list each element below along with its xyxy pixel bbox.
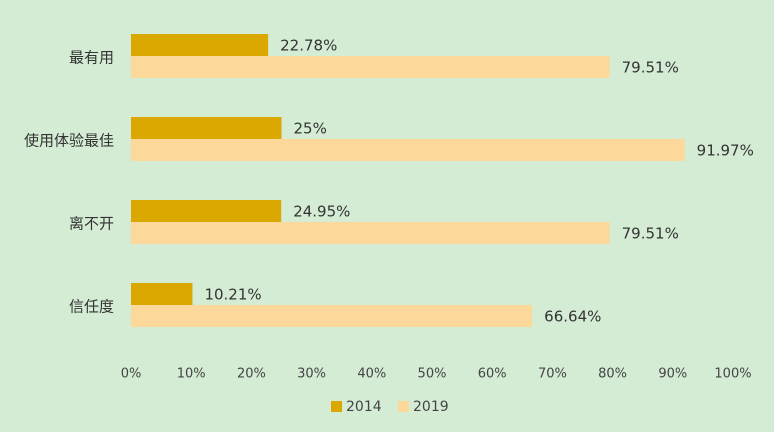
category-label: 离不开	[69, 215, 114, 233]
category-label: 信任度	[69, 298, 114, 316]
x-tick-label: 10%	[177, 367, 206, 382]
bar-2019	[131, 222, 610, 244]
bar-2019	[131, 56, 610, 78]
x-tick-label: 70%	[538, 367, 567, 382]
data-label: 22.78%	[280, 37, 337, 55]
bar-2019	[131, 139, 685, 161]
legend-label: 2014	[346, 399, 382, 415]
category-label: 最有用	[69, 49, 114, 67]
data-label: 66.64%	[544, 308, 601, 326]
legend-label: 2019	[413, 399, 449, 415]
bar-2019	[131, 305, 533, 327]
bar-2014	[131, 34, 269, 56]
x-tick-label: 90%	[658, 367, 687, 382]
x-tick-label: 60%	[478, 367, 507, 382]
bar-2014	[131, 117, 282, 139]
data-label: 79.51%	[622, 59, 679, 77]
x-tick-label: 30%	[297, 367, 326, 382]
bar-2014	[131, 200, 282, 222]
x-tick-label: 0%	[121, 367, 142, 382]
data-label: 79.51%	[622, 225, 679, 243]
x-tick-label: 20%	[237, 367, 266, 382]
category-label: 使用体验最佳	[24, 132, 114, 150]
legend-swatch-2019	[398, 401, 409, 412]
data-label: 10.21%	[204, 286, 261, 304]
legend-swatch-2014	[331, 401, 342, 412]
bar-2014	[131, 283, 193, 305]
x-tick-label: 40%	[357, 367, 386, 382]
x-tick-label: 80%	[598, 367, 627, 382]
data-label: 91.97%	[697, 142, 754, 160]
data-label: 24.95%	[293, 203, 350, 221]
x-tick-label: 100%	[714, 367, 751, 382]
data-label: 25%	[294, 120, 327, 138]
x-tick-label: 50%	[418, 367, 447, 382]
